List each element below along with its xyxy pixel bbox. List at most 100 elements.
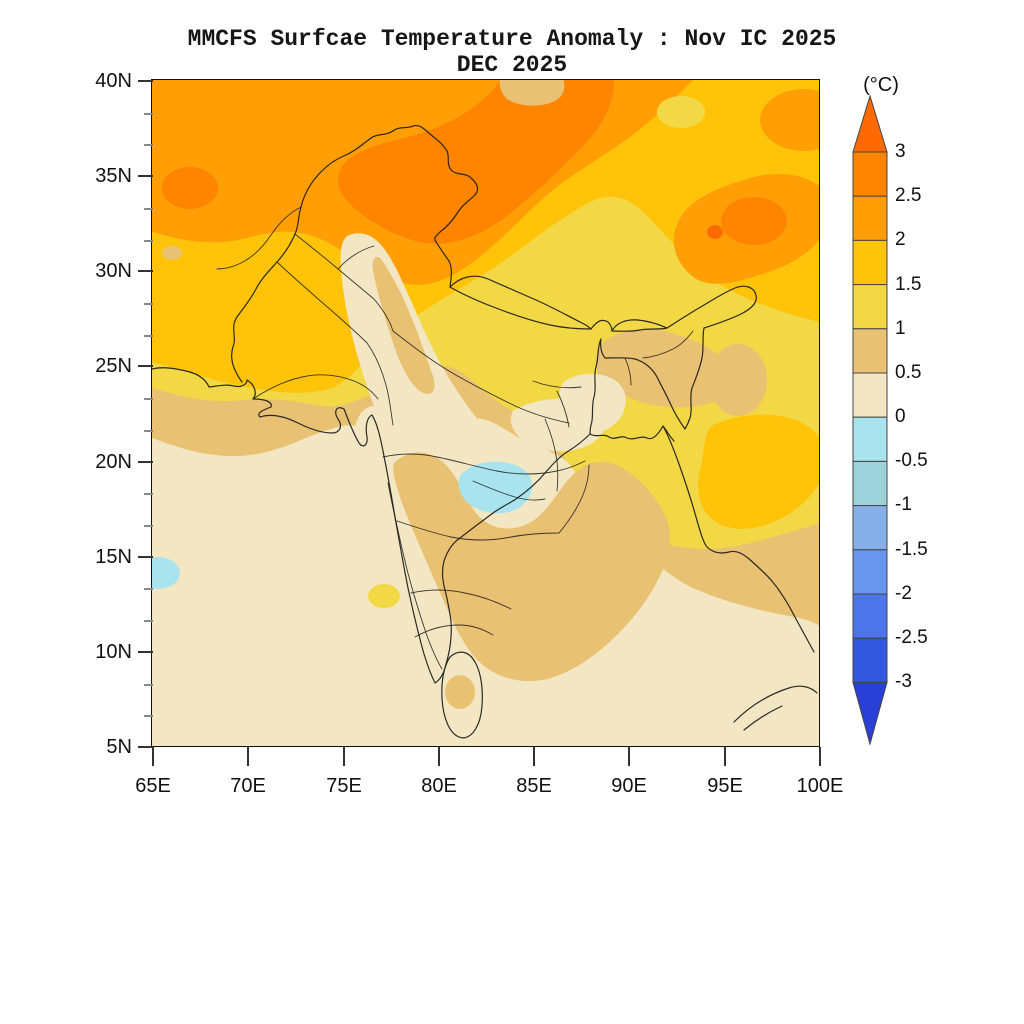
y-minor-tick <box>144 208 153 210</box>
y-minor-tick <box>144 303 153 305</box>
contour-blob-gold-se-bay <box>698 414 820 530</box>
coastline-sri-lanka <box>442 653 483 739</box>
colorbar-segment <box>852 328 888 374</box>
contour-patch-yellow-spot-north <box>657 96 706 129</box>
x-tick-label: 100E <box>796 775 844 797</box>
x-tick <box>533 747 535 766</box>
y-tick-label: 25N <box>95 355 132 377</box>
colorbar-tick-label: 3 <box>895 141 906 162</box>
contour-dot-over-3 <box>707 225 724 240</box>
y-tick-label: 30N <box>95 260 132 282</box>
map-plot-area <box>151 79 821 748</box>
india-land-border <box>232 126 757 434</box>
boundary-pakistan-internal <box>217 207 301 269</box>
y-tick <box>138 80 153 82</box>
x-tick <box>152 747 154 766</box>
x-tick-label: 85E <box>516 775 552 797</box>
contour-spot-srilanka-tan <box>445 675 476 710</box>
y-tick <box>138 270 153 272</box>
x-tick-label: 80E <box>421 775 457 797</box>
contour-patch-khambhat-cream <box>355 406 394 459</box>
colorbar-segment <box>852 284 888 330</box>
x-tick <box>819 747 821 766</box>
colorbar-tick-label: 2.5 <box>895 185 922 206</box>
colorbar-tick-label: -1.5 <box>895 539 928 560</box>
y-minor-tick <box>144 398 153 400</box>
colorbar-segment <box>852 593 888 639</box>
coastline-sumatra <box>734 687 817 731</box>
x-tick <box>343 747 345 766</box>
y-tick-label: 40N <box>95 70 132 92</box>
chart-subtitle: DEC 2025 <box>456 52 568 78</box>
colorbar-unit-label: (°C) <box>863 74 899 96</box>
contour-patch-assam-tan <box>596 329 734 408</box>
contour-patch-deccan-tan <box>393 452 671 682</box>
y-tick <box>138 746 153 748</box>
state-boundaries <box>253 234 693 637</box>
contour-blob-himalaya-hot-core <box>338 80 615 245</box>
colorbar-segment <box>852 460 888 507</box>
contour-blob-orange-ne-corner <box>760 89 820 152</box>
y-tick-label: 20N <box>95 451 132 473</box>
y-tick-label: 5N <box>106 736 132 758</box>
contour-dot-nw-tan <box>162 246 183 261</box>
colorbar-tick-label: -2.5 <box>895 627 928 648</box>
y-tick <box>138 651 153 653</box>
y-tick <box>138 556 153 558</box>
y-minor-tick <box>144 144 153 146</box>
y-tick <box>138 365 153 367</box>
y-minor-tick <box>144 493 153 495</box>
coastline-myanmar <box>663 426 814 652</box>
colorbar-segment <box>852 151 888 197</box>
colorbar-segment <box>852 505 888 551</box>
x-tick-label: 90E <box>611 775 647 797</box>
x-tick-label: 95E <box>707 775 743 797</box>
contour-patch-top-edge-tan <box>500 80 565 107</box>
colorbar <box>850 94 890 749</box>
x-tick-label: 70E <box>230 775 266 797</box>
x-tick <box>628 747 630 766</box>
contour-spot-karnataka-yellow <box>368 584 401 609</box>
colorbar-over-triangle <box>853 96 887 152</box>
y-minor-tick <box>144 240 153 242</box>
contour-strip-kerala-cream <box>356 550 429 689</box>
border-nepal-north <box>450 277 591 330</box>
y-minor-tick <box>144 113 153 115</box>
colorbar-tick-label: 2 <box>895 229 906 250</box>
colorbar-tick-label: -0.5 <box>895 450 928 471</box>
y-tick <box>138 175 153 177</box>
y-minor-tick <box>144 588 153 590</box>
y-tick-label: 35N <box>95 165 132 187</box>
x-tick <box>247 747 249 766</box>
colorbar-under-triangle <box>853 682 887 744</box>
contour-map <box>152 80 820 747</box>
contour-strip-tan-inside-wedge <box>372 257 435 395</box>
x-tick <box>724 747 726 766</box>
x-tick-label: 75E <box>326 775 362 797</box>
border-bhutan-north <box>612 320 667 331</box>
contour-patch-burma-tan <box>709 344 768 417</box>
y-tick <box>138 461 153 463</box>
colorbar-tick-label: 0.5 <box>895 362 922 383</box>
x-tick <box>438 747 440 766</box>
colorbar-segment <box>852 195 888 241</box>
colorbar-tick-label: 0 <box>895 406 906 427</box>
y-tick-label: 15N <box>95 546 132 568</box>
coastline-konkan-double <box>388 483 442 669</box>
colorbar-tick-label: 1.5 <box>895 274 922 295</box>
colorbar-segment <box>852 549 888 595</box>
y-minor-tick <box>144 620 153 622</box>
y-minor-tick <box>144 684 153 686</box>
contour-blob-hot-core-west <box>162 167 219 210</box>
y-minor-tick <box>144 715 153 717</box>
y-minor-tick <box>144 430 153 432</box>
chart-title: MMCFS Surfcae Temperature Anomaly : Nov … <box>187 26 837 52</box>
y-minor-tick <box>144 335 153 337</box>
colorbar-segment <box>852 372 888 418</box>
colorbar-tick-label: -1 <box>895 494 912 515</box>
contour-blob-hot-core-east <box>721 197 788 246</box>
x-tick-label: 65E <box>135 775 171 797</box>
colorbar-tick-label: -3 <box>895 671 912 692</box>
y-tick-label: 10N <box>95 641 132 663</box>
